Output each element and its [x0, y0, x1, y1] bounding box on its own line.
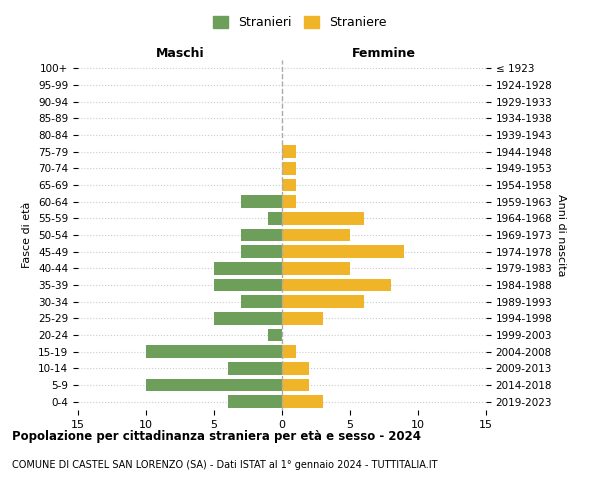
- Text: Femmine: Femmine: [352, 47, 416, 60]
- Bar: [214, 279, 282, 291]
- Text: COMUNE DI CASTEL SAN LORENZO (SA) - Dati ISTAT al 1° gennaio 2024 - TUTTITALIA.I: COMUNE DI CASTEL SAN LORENZO (SA) - Dati…: [12, 460, 437, 470]
- Bar: [282, 346, 296, 358]
- Legend: Stranieri, Straniere: Stranieri, Straniere: [208, 11, 392, 34]
- Bar: [282, 146, 296, 158]
- Bar: [227, 362, 282, 374]
- Bar: [282, 379, 309, 391]
- Text: Popolazione per cittadinanza straniera per età e sesso - 2024: Popolazione per cittadinanza straniera p…: [12, 430, 421, 443]
- Bar: [268, 212, 282, 224]
- Bar: [282, 396, 323, 408]
- Bar: [241, 296, 282, 308]
- Bar: [241, 246, 282, 258]
- Bar: [282, 179, 296, 191]
- Bar: [268, 329, 282, 341]
- Bar: [282, 362, 309, 374]
- Bar: [282, 229, 350, 241]
- Bar: [146, 379, 282, 391]
- Bar: [282, 246, 404, 258]
- Bar: [282, 162, 296, 174]
- Bar: [282, 296, 364, 308]
- Bar: [241, 229, 282, 241]
- Bar: [227, 396, 282, 408]
- Bar: [282, 312, 323, 324]
- Bar: [214, 262, 282, 274]
- Y-axis label: Fasce di età: Fasce di età: [22, 202, 32, 268]
- Bar: [282, 212, 364, 224]
- Y-axis label: Anni di nascita: Anni di nascita: [556, 194, 566, 276]
- Bar: [146, 346, 282, 358]
- Bar: [282, 196, 296, 208]
- Bar: [241, 196, 282, 208]
- Bar: [282, 279, 391, 291]
- Text: Maschi: Maschi: [155, 47, 205, 60]
- Bar: [214, 312, 282, 324]
- Bar: [282, 262, 350, 274]
